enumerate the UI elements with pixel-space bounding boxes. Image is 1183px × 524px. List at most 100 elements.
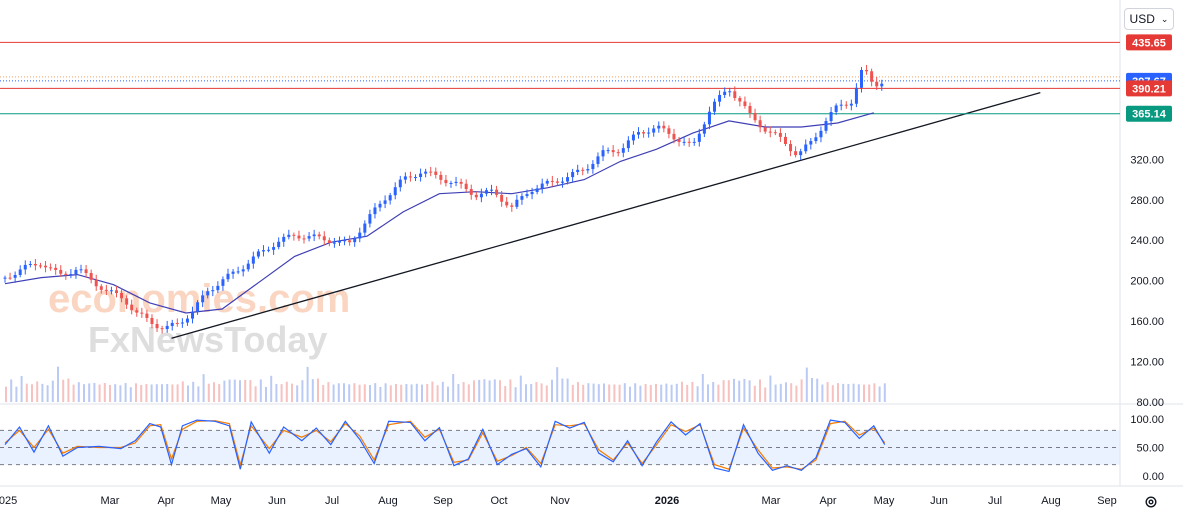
candle-body xyxy=(753,112,757,121)
volume-bar xyxy=(592,383,595,402)
candle-body xyxy=(64,273,68,275)
volume-bar xyxy=(779,383,782,402)
volume-bar xyxy=(701,374,704,402)
volume-bar xyxy=(883,383,886,402)
volume-bar xyxy=(837,383,839,402)
candle-body xyxy=(292,234,296,236)
candle-body xyxy=(550,180,554,182)
volume-bar xyxy=(717,384,720,402)
volume-bar xyxy=(504,386,507,402)
candle-body xyxy=(525,194,529,197)
candle-body xyxy=(175,322,179,324)
time-axis-label: Mar xyxy=(762,495,781,507)
gear-icon[interactable] xyxy=(1141,492,1161,512)
time-axis-label: Jul xyxy=(988,495,1002,507)
candle-body xyxy=(566,177,570,182)
volume-bar xyxy=(218,384,221,402)
volume-bar xyxy=(426,384,429,402)
currency-label: USD xyxy=(1129,12,1155,26)
candle-body xyxy=(758,120,762,128)
candle-body xyxy=(343,240,347,242)
volume-bar xyxy=(161,384,163,402)
candle-body xyxy=(707,111,711,125)
volume-bar xyxy=(77,382,80,402)
time-axis-label: Aug xyxy=(1041,495,1061,507)
candle-body xyxy=(484,190,488,194)
candle-body xyxy=(657,125,661,129)
volume-bar xyxy=(285,381,288,402)
volume-bar xyxy=(545,385,548,402)
stochastic-tick-label: 0.00 xyxy=(1143,471,1164,483)
time-axis-label: Aug xyxy=(378,495,398,507)
candle-body xyxy=(398,179,402,188)
volume-bar xyxy=(863,384,865,402)
candle-body xyxy=(773,132,777,134)
volume-bar xyxy=(722,380,725,402)
candle-body xyxy=(79,269,83,271)
volume-bar xyxy=(551,379,553,402)
candle-body xyxy=(819,130,823,138)
candle-body xyxy=(94,279,98,287)
volume-bar xyxy=(852,383,855,402)
volume-bar xyxy=(753,385,756,402)
candle-body xyxy=(672,133,676,140)
volume-bar xyxy=(254,386,257,402)
volume-bar xyxy=(306,366,309,402)
volume-bar xyxy=(249,380,252,402)
volume-bar xyxy=(681,381,683,402)
candle-body xyxy=(505,201,509,206)
candle-body xyxy=(778,133,782,137)
candle-body xyxy=(378,203,382,208)
price-tick-label: 280.00 xyxy=(1130,195,1164,207)
candle-body xyxy=(834,105,838,112)
candle-body xyxy=(469,189,473,195)
candle-body xyxy=(226,273,230,280)
candle-body xyxy=(667,128,671,134)
currency-selector[interactable]: USD ⌄ xyxy=(1124,8,1174,30)
volume-bar xyxy=(343,383,345,402)
volume-bar xyxy=(483,379,486,402)
volume-bar xyxy=(197,386,200,402)
candle-body xyxy=(170,322,174,326)
volume-bar xyxy=(10,379,13,402)
candle-body xyxy=(515,199,519,207)
candle-body xyxy=(383,200,387,204)
candle-body xyxy=(33,264,37,266)
candle-body xyxy=(363,223,367,233)
candle-body xyxy=(555,181,559,183)
time-axis-label: Oct xyxy=(490,495,507,507)
price-tick-label: 320.00 xyxy=(1130,154,1164,166)
volume-bar xyxy=(265,386,267,402)
volume-bar xyxy=(291,383,293,402)
volume-bar xyxy=(665,383,668,402)
candle-body xyxy=(165,325,169,330)
volume-bar xyxy=(462,382,465,402)
candle-body xyxy=(626,140,630,149)
time-axis-label: 2025 xyxy=(0,495,17,507)
candle-body xyxy=(322,236,326,241)
candle-body xyxy=(231,271,235,274)
volume-bar xyxy=(155,384,158,402)
candle-body xyxy=(145,313,149,318)
candle-body xyxy=(120,293,124,299)
volume-bar xyxy=(348,384,351,402)
time-axis-label: May xyxy=(874,495,895,507)
volume-bar xyxy=(311,379,314,402)
candle-body xyxy=(596,156,600,164)
volume-bar xyxy=(525,384,527,402)
candle-body xyxy=(388,195,392,201)
candle-body xyxy=(520,196,524,200)
volume-bar xyxy=(488,380,491,402)
volume-bar xyxy=(400,384,403,402)
volume-bar xyxy=(733,378,735,402)
candle-body xyxy=(601,150,605,157)
volume-bar xyxy=(519,375,522,402)
volume-bar xyxy=(67,378,70,402)
volume-bar xyxy=(878,386,881,402)
volume-bar xyxy=(831,385,834,402)
candle-body xyxy=(332,242,336,244)
time-axis-label: Jun xyxy=(930,495,948,507)
volume-bar xyxy=(774,384,777,402)
